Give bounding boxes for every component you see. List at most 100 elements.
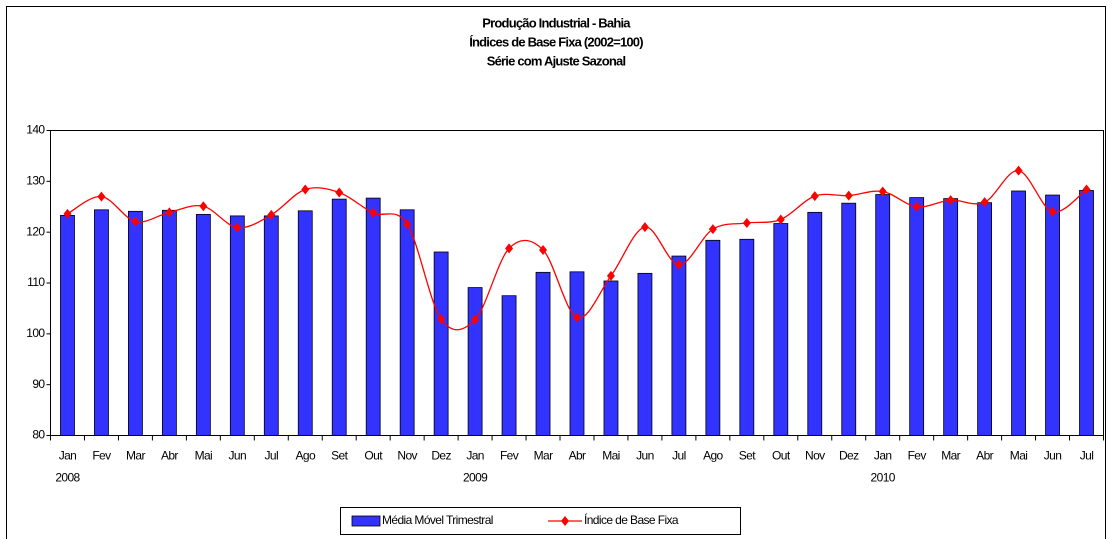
bar: [128, 210, 143, 436]
y-tick-label: 110: [27, 275, 45, 289]
marker: [369, 207, 378, 218]
marker: [946, 195, 955, 206]
x-tick-label: Mar: [941, 449, 960, 463]
bar: [841, 202, 857, 436]
marker: [844, 190, 853, 201]
marker: [335, 187, 344, 198]
bar: [977, 202, 993, 436]
marker: [674, 259, 683, 270]
x-tick-label: Jul: [672, 449, 686, 463]
x-tick-label: Mar: [126, 449, 145, 463]
marker: [97, 191, 106, 202]
bar: [943, 198, 959, 436]
bar: [433, 251, 449, 436]
x-tick-label: Mai: [195, 449, 213, 463]
chart-subtitle: Índices de Base Fixa (2002=100): [469, 34, 643, 49]
bar: [739, 238, 755, 436]
marker: [606, 270, 615, 281]
x-tick-label: Mai: [602, 449, 620, 463]
marker: [708, 224, 717, 235]
x-tick-label: Mai: [1010, 449, 1028, 463]
marker: [810, 191, 819, 202]
x-tick-label: Jun: [1044, 449, 1062, 463]
bar: [875, 194, 891, 436]
x-tick-label: Jan: [59, 449, 77, 463]
bar: [807, 211, 823, 436]
x-tick-label: Set: [331, 449, 348, 463]
x-tick-label: Nov: [397, 449, 417, 463]
bar: [705, 239, 721, 436]
x-tick-label: Jul: [265, 449, 279, 463]
bar: [1011, 190, 1026, 436]
bar: [671, 255, 687, 436]
bar: [331, 198, 347, 436]
marker: [539, 244, 548, 255]
x-tick-label: Ago: [703, 449, 723, 463]
x-tick-label: Fev: [92, 449, 111, 463]
y-tick-label: 130: [26, 174, 45, 188]
marker: [980, 197, 989, 208]
legend: [340, 507, 741, 535]
bar: [535, 271, 551, 436]
bar: [909, 197, 925, 436]
marker: [131, 216, 140, 227]
legend-label: Índice de Base Fixa: [584, 512, 679, 527]
marker: [640, 222, 649, 233]
marker: [505, 243, 514, 254]
x-tick-label: Abr: [569, 449, 586, 463]
marker: [403, 219, 412, 230]
bar: [1045, 194, 1060, 436]
bar: [1079, 190, 1094, 436]
legend-swatch: [351, 515, 381, 527]
legend-label: Média Móvel Trimestral: [382, 513, 493, 527]
y-tick-label: 100: [26, 326, 45, 340]
marker: [437, 314, 446, 325]
marker: [267, 209, 276, 220]
marker: [471, 314, 480, 325]
bar: [501, 295, 517, 436]
marker: [776, 214, 785, 225]
bar: [603, 280, 619, 436]
bar: [161, 209, 177, 436]
marker: [199, 201, 208, 212]
marker: [63, 208, 72, 219]
y-tick-label: 80: [32, 428, 45, 442]
x-tick-label: Jan: [466, 449, 484, 463]
marker: [301, 184, 310, 195]
bar: [229, 215, 245, 436]
marker: [573, 312, 581, 323]
year-label: 2009: [463, 471, 488, 485]
chart-title: Produção Industrial - Bahia: [482, 15, 631, 30]
marker: [165, 207, 174, 218]
x-tick-label: Out: [364, 449, 383, 463]
x-tick-label: Jun: [636, 449, 654, 463]
x-tick-label: Jan: [874, 449, 892, 463]
marker: [878, 186, 887, 197]
bar: [773, 223, 789, 436]
x-tick-label: Jul: [1080, 449, 1094, 463]
bar: [399, 209, 415, 436]
bar: [94, 209, 109, 436]
bar: [467, 287, 483, 436]
bar: [365, 197, 381, 436]
marker: [742, 218, 751, 229]
x-tick-label: Jun: [229, 449, 247, 463]
x-tick-label: Abr: [161, 449, 178, 463]
marker: [1048, 206, 1057, 217]
y-tick-label: 120: [26, 224, 45, 238]
y-tick-label: 140: [26, 123, 45, 137]
x-tick-label: Dez: [431, 449, 451, 463]
bar: [60, 214, 75, 436]
x-tick-label: Fev: [908, 449, 927, 463]
x-tick-label: Set: [739, 449, 756, 463]
x-tick-label: Dez: [839, 449, 859, 463]
bar: [637, 272, 653, 436]
marker: [233, 222, 242, 233]
x-tick-label: Abr: [976, 449, 993, 463]
y-tick-label: 90: [32, 377, 45, 391]
year-label: 2008: [55, 471, 80, 485]
x-tick-label: Ago: [295, 449, 315, 463]
legend-marker: [561, 516, 569, 526]
chart-subtitle: Série com Ajuste Sazonal: [487, 53, 626, 68]
